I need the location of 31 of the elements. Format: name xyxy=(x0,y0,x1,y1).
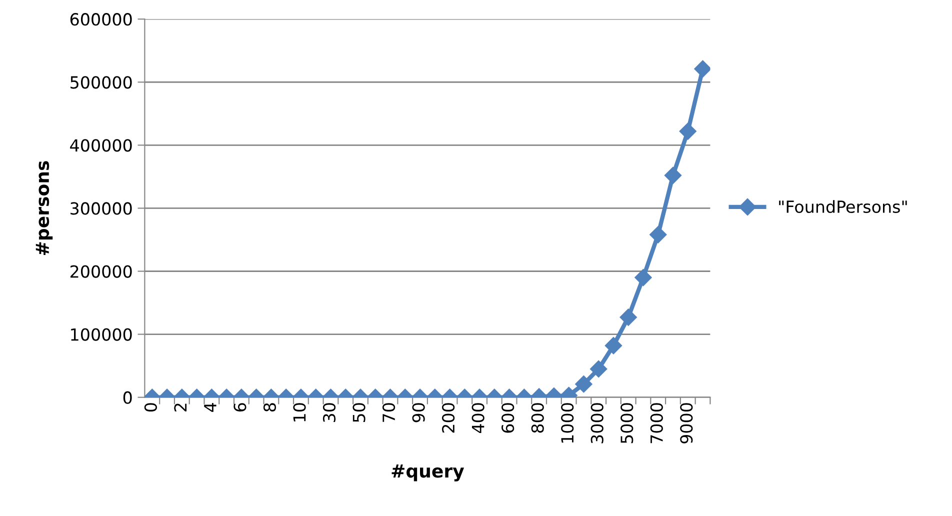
x-tick-label: 3000 xyxy=(590,403,604,444)
y-tick-label: 100000 xyxy=(71,328,132,341)
x-tick-label: 600 xyxy=(502,403,514,433)
x-axis-title: #query xyxy=(392,464,464,482)
x-tick-label: 800 xyxy=(531,403,544,433)
y-tick-label: 400000 xyxy=(70,139,132,152)
x-tick-label: 0 xyxy=(144,403,157,412)
x-tick-label: 6 xyxy=(234,403,246,412)
x-tick-label: 70 xyxy=(382,403,396,422)
x-tick-label: 30 xyxy=(322,403,336,422)
point xyxy=(679,122,696,140)
x-tick-label: 2 xyxy=(174,404,187,412)
x-tick-label: 90 xyxy=(412,403,425,422)
x-tick-label: 50 xyxy=(352,403,366,422)
y-tick-label: 500000 xyxy=(70,76,132,89)
x-tick-label: 9000 xyxy=(680,403,693,444)
point xyxy=(650,226,667,244)
x-tick-label: 8 xyxy=(263,403,276,412)
x-tick-label: 4 xyxy=(204,402,216,412)
point xyxy=(664,166,682,184)
x-tick-label: 5000 xyxy=(620,403,634,444)
x-tick-label: 1000 xyxy=(561,403,574,443)
legend-label: "FoundPersons" xyxy=(779,200,907,214)
x-tick-label: 400 xyxy=(472,403,484,434)
x-tick-label: 7000 xyxy=(650,403,663,444)
y-axis-title: #persons xyxy=(36,161,53,255)
y-tick-label: 200000 xyxy=(70,265,132,278)
y-tick-label: 300000 xyxy=(70,202,132,215)
x-tick-label: 200 xyxy=(442,403,455,433)
x-tick-label: 10 xyxy=(293,403,306,422)
y-tick-label: 600000 xyxy=(70,13,132,26)
